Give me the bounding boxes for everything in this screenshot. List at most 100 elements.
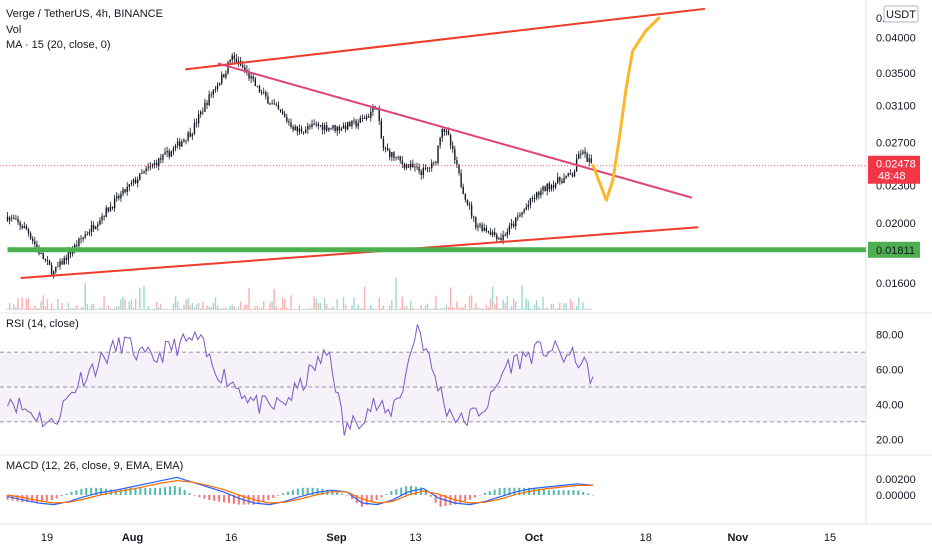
volume-bar (363, 286, 366, 310)
candle-body (443, 128, 446, 132)
candle-body (414, 166, 416, 168)
candle-body (122, 189, 124, 194)
candle-body (143, 171, 145, 174)
candle-body (418, 166, 420, 172)
volume-bar (258, 308, 261, 310)
volume-bar (575, 305, 578, 310)
volume-bar (256, 305, 259, 310)
volume-bar (218, 308, 221, 310)
volume-bar (462, 307, 464, 310)
volume-bar (359, 308, 362, 310)
support-price-badge (868, 241, 920, 258)
candle-body (506, 231, 509, 236)
macd-histogram-bar (316, 488, 319, 495)
candle-body (137, 179, 139, 184)
candle-body (25, 226, 28, 230)
macd-histogram-bar (474, 495, 477, 498)
candle-body (334, 125, 336, 131)
candle-body (13, 217, 15, 220)
candle-body (235, 58, 238, 64)
candle-body (477, 225, 479, 228)
candle-body (489, 231, 492, 235)
candle-body (395, 156, 397, 158)
volume-bar (179, 307, 181, 310)
volume-bar (229, 306, 231, 310)
volume-bar (172, 303, 175, 310)
volume-bar (512, 298, 515, 310)
volume-bar (153, 308, 156, 310)
volume-bar (132, 307, 135, 310)
volume-bar (17, 298, 19, 310)
macd-histogram-bar (247, 495, 250, 505)
signal-line (7, 479, 594, 504)
macd-histogram-bar (173, 485, 176, 495)
candle-body (370, 111, 372, 118)
macd-histogram-bar (350, 495, 353, 500)
candle-body (57, 266, 59, 268)
candle-body (200, 111, 202, 115)
volume-bar (399, 308, 401, 310)
volume-bar (269, 302, 271, 310)
candle-body (195, 122, 198, 124)
candle-body (109, 206, 112, 212)
volume-bar (372, 308, 374, 310)
volume-bar (510, 306, 513, 310)
volume-bar (389, 305, 391, 310)
candle-body (254, 78, 257, 86)
candle-body (458, 164, 460, 173)
macd-histogram-bar (439, 495, 442, 507)
volume-bar (536, 300, 538, 310)
volume-bar (34, 305, 36, 310)
volume-bar (141, 308, 143, 310)
volume-bar (464, 304, 467, 310)
candle-body (428, 167, 431, 169)
candle-body (405, 164, 408, 168)
candle-body (403, 164, 406, 168)
x-tick-label: 13 (409, 532, 421, 544)
candle-body (502, 234, 504, 241)
candle-body (317, 123, 320, 126)
candle-body (393, 152, 395, 158)
macd-histogram-bar (547, 490, 550, 495)
candle-body (365, 116, 368, 119)
macd-histogram-bar (336, 492, 339, 495)
volume-bar (561, 308, 563, 310)
candle-body (65, 257, 68, 260)
candle-body (116, 195, 118, 199)
candle-body (19, 222, 21, 227)
candle-body (158, 158, 160, 166)
volume-bar (569, 299, 572, 310)
macd-histogram-bar (90, 487, 93, 495)
macd-histogram-bar (144, 487, 147, 495)
candle-body (344, 125, 347, 130)
volume-bar (137, 308, 139, 310)
candle-body (437, 145, 439, 163)
volume-bar (183, 305, 185, 310)
volume-bar (565, 303, 567, 310)
currency-badge-label: USDT (886, 9, 916, 21)
macd-histogram-bar (405, 486, 408, 495)
candle-body (134, 179, 137, 184)
volume-bar (290, 295, 292, 310)
volume-bar (485, 304, 488, 310)
currency-badge[interactable] (883, 5, 919, 23)
candle-body (103, 216, 105, 218)
macd-histogram-bar (567, 490, 570, 495)
volume-bar (151, 308, 154, 310)
volume-bar (277, 308, 280, 310)
volume-bar (573, 308, 576, 310)
macd-histogram-bar (375, 495, 378, 501)
candle-body (99, 220, 101, 225)
macd-histogram-bar (188, 493, 191, 495)
trendline-upper-channel (185, 7, 706, 71)
price-tick-label: 0.02000 (876, 218, 916, 230)
candle-body (557, 177, 559, 184)
volume-bar (447, 307, 450, 310)
candle-body (277, 105, 280, 110)
volume-bar (128, 301, 131, 310)
volume-bar (267, 308, 269, 310)
candle-body (456, 159, 458, 165)
candle-body (565, 175, 567, 178)
candle-body (258, 86, 261, 93)
